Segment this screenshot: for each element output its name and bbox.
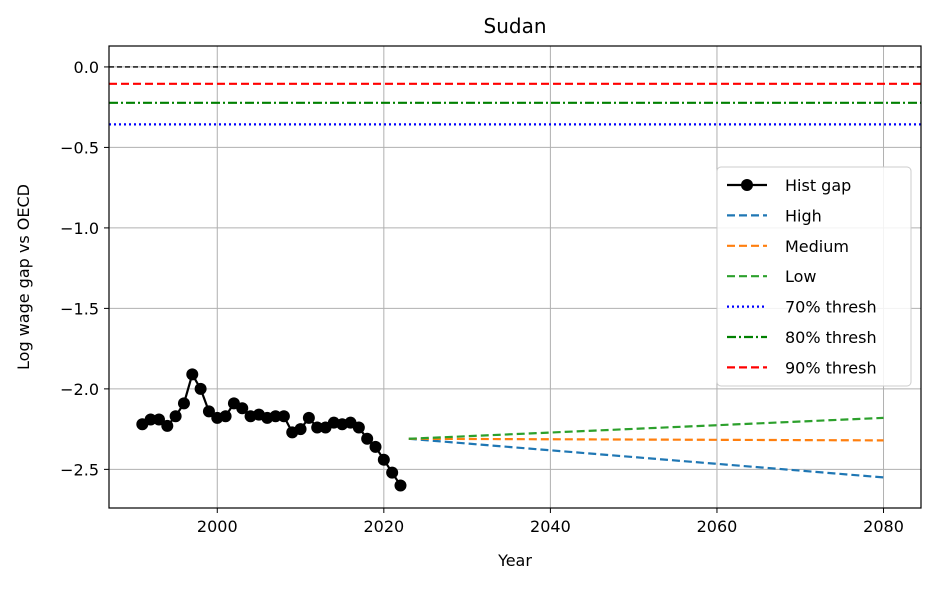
- hist-gap-point: [277, 410, 290, 423]
- chart-title: Sudan: [484, 14, 547, 38]
- hist-gap-point: [161, 419, 174, 432]
- x-tick-label: 2080: [863, 517, 904, 536]
- hist-gap-point: [369, 440, 382, 453]
- y-tick-label: −2.5: [60, 460, 99, 479]
- hist-gap-point: [144, 413, 157, 426]
- hist-gap-point: [352, 421, 365, 434]
- hist-gap-point: [177, 397, 190, 410]
- x-tick-label: 2000: [197, 517, 238, 536]
- y-tick-label: −0.5: [60, 138, 99, 157]
- hist-gap-point: [169, 410, 182, 423]
- x-tick-label: 2020: [363, 517, 404, 536]
- y-tick-label: −1.0: [60, 219, 99, 238]
- hist-gap-point: [152, 413, 165, 426]
- legend-label: 80% thresh: [785, 328, 877, 347]
- y-tick-label: −1.5: [60, 299, 99, 318]
- y-axis-label: Log wage gap vs OECD: [14, 184, 33, 370]
- plot-lines: [109, 66, 921, 492]
- hist-gap-point: [194, 382, 207, 395]
- hist-gap-point: [311, 421, 324, 434]
- hist-gap-point: [219, 410, 232, 423]
- plot-frame: [108, 45, 922, 509]
- legend-label: Low: [785, 267, 817, 286]
- hist-gap-point: [394, 479, 407, 492]
- legend-label: High: [785, 206, 822, 225]
- hist-gap-point: [202, 405, 215, 418]
- hist-gap-point: [361, 432, 374, 445]
- x-axis-label: Year: [497, 551, 532, 570]
- series-line-medium: [408, 437, 884, 442]
- legend-marker: [741, 179, 753, 191]
- legend-label: Hist gap: [785, 176, 851, 195]
- series-line-low: [408, 416, 884, 440]
- hist-gap-point: [386, 466, 399, 479]
- axis-ticks: 2000 2020 2040 2060 2080 0.0 −0.5 −1.0 −1.5 −2.0 −…: [60, 58, 904, 536]
- hist-gap-point: [377, 453, 390, 466]
- legend-box: [716, 166, 912, 387]
- legend-label: 90% thresh: [785, 358, 877, 377]
- series-line-high: [408, 437, 884, 479]
- hist-gap-point: [302, 411, 315, 424]
- hist-gap-point: [186, 368, 199, 381]
- hist-gap-point: [294, 423, 307, 436]
- hist-gap-point: [236, 402, 249, 415]
- x-tick-label: 2040: [530, 517, 571, 536]
- y-tick-label: 0.0: [74, 58, 99, 77]
- y-tick-label: −2.0: [60, 380, 99, 399]
- legend: Hist gap High Medium Low 70% thresh 80% thres…: [716, 166, 912, 387]
- hist-gap-point: [269, 410, 282, 423]
- legend-label: Medium: [785, 237, 849, 256]
- x-tick-label: 2060: [697, 517, 738, 536]
- legend-label: 70% thresh: [785, 298, 877, 317]
